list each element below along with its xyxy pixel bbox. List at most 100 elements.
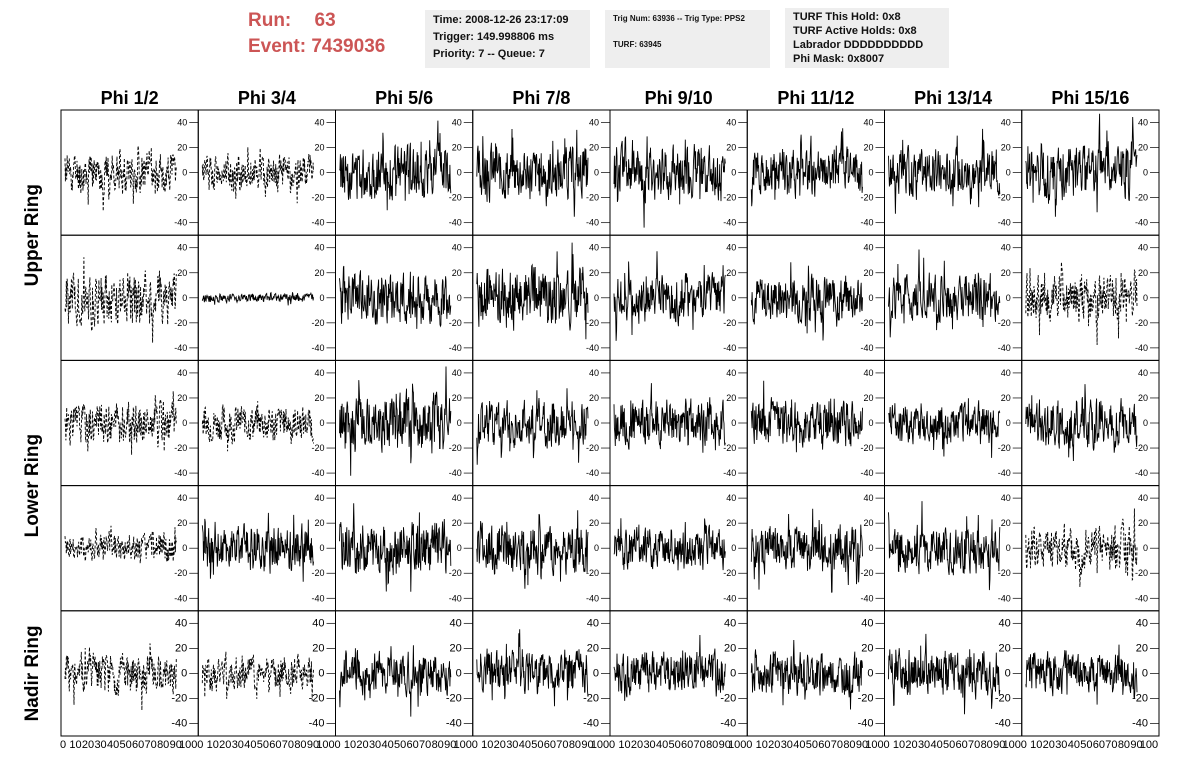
labrador-line: Labrador DDDDDDDDDD [793,39,924,51]
y-tick-label: -20 [860,318,873,328]
y-tick-label: 40 [314,368,324,378]
waveform-trace [613,251,726,341]
y-tick-label: 0 [594,418,599,428]
y-tick-label: 0 [730,667,736,679]
y-tick-label: 20 [863,518,873,528]
event-row: Event: 7439036 [248,34,418,60]
y-tick-label: -20 [1132,692,1148,704]
x-tick-label: 60 [269,739,281,751]
y-tick-label: 0 [457,418,462,428]
y-tick-label: 0 [456,667,462,679]
y-tick-label: -20 [586,318,599,328]
y-tick-label: -20 [449,443,462,453]
x-tick-label: 40 [793,739,805,751]
waveform-trace [1025,644,1138,705]
y-tick-label: -20 [311,568,324,578]
x-tick-label: 100 [316,739,334,751]
y-tick-label: -40 [174,218,187,228]
waveform-trace [888,501,1001,591]
waveform-trace [339,265,452,329]
y-tick-label: -40 [174,468,187,478]
x-tick-label: 10 [893,739,905,751]
y-tick-label: -40 [586,593,599,603]
y-tick-label: 0 [319,168,324,178]
x-tick-label: 70 [556,739,568,751]
row-title: Upper Ring [22,184,43,286]
y-tick-label: 0 [868,418,873,428]
y-tick-label: 40 [177,118,187,128]
y-tick-label: 40 [314,243,324,253]
y-tick-label: -20 [311,318,324,328]
y-tick-label: 20 [1001,143,1011,153]
y-tick-label: 40 [1001,118,1011,128]
x-tick-label: 60 [681,739,693,751]
x-tick-label: 50 [943,739,955,751]
x-tick-label: 90 [170,739,182,751]
x-tick-label: 70 [968,739,980,751]
y-tick-label: 0 [1143,293,1148,303]
y-tick-label: 40 [726,118,736,128]
y-tick-label: 0 [1006,168,1011,178]
y-tick-label: 0 [731,168,736,178]
waveform-trace [1025,508,1138,588]
x-tick-label: 0 [1021,739,1027,751]
waveform-trace [201,147,314,204]
turf-active-line: TURF Active Holds: 0x8 [793,25,917,37]
waveform-trace [64,391,177,455]
waveform-trace [888,128,1001,214]
column-title: Phi 11/12 [777,88,854,108]
x-tick-label: 80 [843,739,855,751]
waveform-trace [339,120,452,211]
y-tick-label: 0 [594,168,599,178]
y-tick-label: -40 [583,717,599,729]
y-tick-label: 0 [594,293,599,303]
x-tick-label: 20 [768,739,780,751]
x-tick-label: 70 [1105,739,1117,751]
column-title: Phi 1/2 [101,88,159,108]
y-tick-label: -20 [998,443,1011,453]
row-title: Nadir Ring [22,625,43,721]
x-tick-label: 60 [818,739,830,751]
x-tick-label: 60 [544,739,556,751]
x-tick-label: 60 [407,739,419,751]
y-tick-label: -20 [723,443,736,453]
y-tick-label: -20 [311,443,324,453]
turf-hold-line: TURF This Hold: 0x8 [793,11,901,23]
x-tick-label: 30 [369,739,381,751]
y-tick-label: 20 [861,642,873,654]
x-tick-label: 80 [706,739,718,751]
priority-line: Priority: 7 -- Queue: 7 [433,48,545,60]
y-tick-label: 20 [1001,393,1011,403]
y-tick-label: 40 [452,368,462,378]
y-tick-label: -40 [1135,593,1148,603]
waveform-trace [476,128,589,217]
y-tick-label: -20 [1135,193,1148,203]
row-title: Lower Ring [22,434,43,537]
x-tick-label: 10 [481,739,493,751]
y-tick-label: 40 [863,118,873,128]
y-tick-label: 20 [999,642,1011,654]
x-tick-label: 70 [145,739,157,751]
y-tick-label: 40 [175,617,187,629]
y-tick-label: 20 [177,518,187,528]
y-tick-label: -20 [998,318,1011,328]
x-tick-label: 100 [1140,739,1158,751]
y-tick-label: -20 [174,318,187,328]
waveform-trace [1025,261,1138,346]
waveform-trace [750,508,863,593]
x-tick-label: 90 [993,739,1005,751]
y-tick-label: -40 [998,593,1011,603]
y-tick-label: -40 [995,717,1011,729]
x-tick-label: 80 [1118,739,1130,751]
y-tick-label: 40 [1138,118,1148,128]
y-tick-label: 40 [450,617,462,629]
y-tick-label: 20 [1001,268,1011,278]
x-tick-label: 80 [294,739,306,751]
y-tick-label: 20 [177,143,187,153]
y-tick-label: -20 [720,692,736,704]
y-tick-label: 0 [867,667,873,679]
y-tick-label: -40 [998,468,1011,478]
y-tick-label: 0 [868,168,873,178]
y-tick-label: -40 [720,717,736,729]
waveform-trace [64,145,177,212]
